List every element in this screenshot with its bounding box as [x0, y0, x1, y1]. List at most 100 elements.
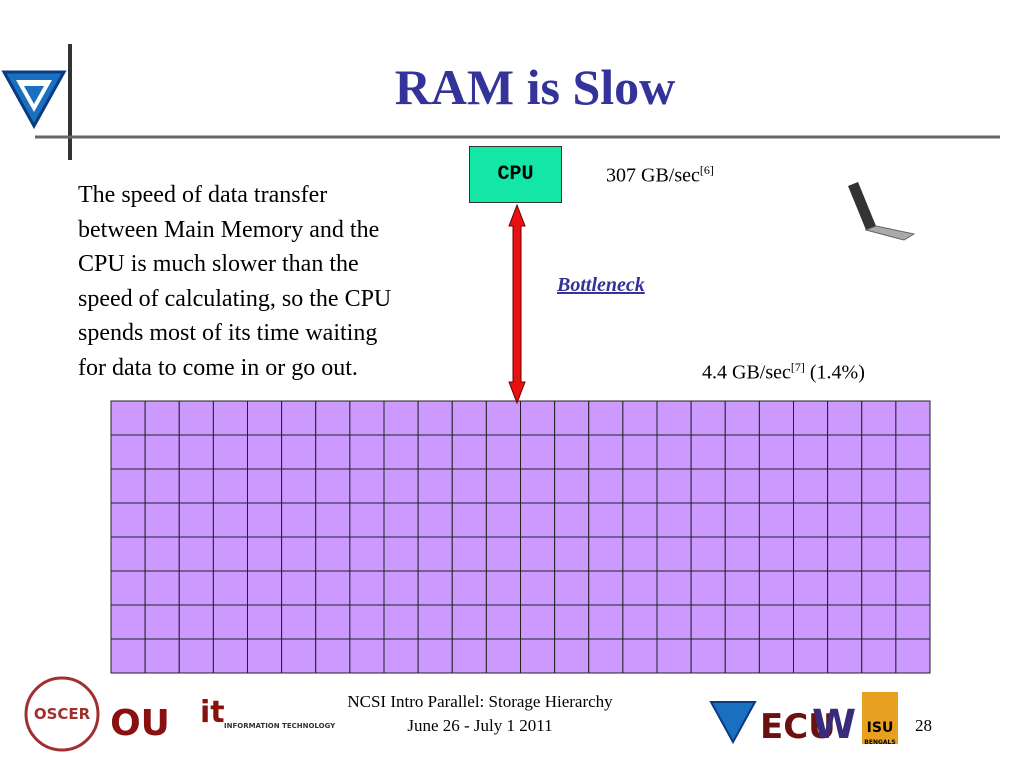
memory-cell	[212, 570, 248, 606]
memory-cell	[417, 638, 453, 674]
memory-cell	[520, 502, 556, 538]
memory-cell	[247, 604, 283, 640]
memory-cell	[417, 434, 453, 470]
memory-cell	[315, 468, 351, 504]
memory-cell	[690, 434, 726, 470]
slide-title: RAM is Slow	[394, 59, 676, 115]
reference: [6]	[699, 163, 714, 177]
cpu-speed: 307 GB/sec[6]	[606, 163, 714, 188]
memory-cell	[724, 536, 760, 572]
memory-cell	[827, 468, 863, 504]
logo-text: ISU	[867, 720, 894, 736]
memory-cell	[656, 468, 692, 504]
memory-cell	[827, 502, 863, 538]
memory-cell	[622, 434, 658, 470]
memory-cell	[315, 400, 351, 436]
memory-cell	[520, 604, 556, 640]
memory-cell	[622, 468, 658, 504]
memory-cell	[793, 400, 829, 436]
ratio: (1.4%)	[809, 361, 865, 384]
laptop-image	[848, 182, 916, 241]
memory-cell	[485, 468, 521, 504]
body-line: speed of calculating, so the CPU	[78, 285, 392, 312]
memory-cell	[656, 536, 692, 572]
memory-cell	[178, 434, 214, 470]
memory-cell	[724, 570, 760, 606]
speed-text: 307 GB/sec	[606, 164, 700, 187]
memory-cell	[622, 400, 658, 436]
logo-text: OU	[110, 703, 170, 744]
isu-tiger	[862, 692, 898, 744]
memory-cell	[451, 570, 487, 606]
memory-cell	[861, 434, 897, 470]
memory-cell	[212, 536, 248, 572]
memory-cell	[281, 434, 317, 470]
memory-cell	[861, 536, 897, 572]
memory-cell	[861, 604, 897, 640]
memory-cell	[281, 604, 317, 640]
memory-cell	[588, 638, 624, 674]
memory-cell	[793, 604, 829, 640]
logo-text: BENGALS	[864, 739, 895, 746]
logo-text: it	[200, 695, 225, 730]
memory-cell	[144, 536, 180, 572]
memory-cell	[281, 570, 317, 606]
memory-cell	[144, 400, 180, 436]
memory-cell	[144, 638, 180, 674]
memory-cell	[110, 638, 146, 674]
memory-cell	[724, 400, 760, 436]
memory-cell	[895, 570, 931, 606]
memory-cell	[724, 638, 760, 674]
memory-cell	[724, 604, 760, 640]
memory-cell	[588, 536, 624, 572]
memory-cell	[110, 502, 146, 538]
memory-cell	[383, 638, 419, 674]
body-text: The speed of data transfer between Main M…	[78, 178, 391, 385]
memory-cell	[178, 536, 214, 572]
memory-cell	[690, 468, 726, 504]
memory-cell	[110, 434, 146, 470]
memory-cell	[178, 502, 214, 538]
memory-cell	[485, 638, 521, 674]
bottleneck-arrow	[508, 203, 526, 405]
memory-cell	[349, 400, 385, 436]
memory-cell	[383, 604, 419, 640]
memory-cell	[485, 434, 521, 470]
memory-cell	[656, 400, 692, 436]
memory-cell	[144, 434, 180, 470]
memory-cell	[690, 400, 726, 436]
memory-cell	[622, 570, 658, 606]
memory-cell	[793, 434, 829, 470]
memory-cell	[758, 604, 794, 640]
memory-cell	[247, 434, 283, 470]
memory-cell	[451, 468, 487, 504]
memory-cell	[724, 434, 760, 470]
memory-cell	[144, 604, 180, 640]
memory-cell	[827, 638, 863, 674]
memory-cell	[554, 468, 590, 504]
memory-cell	[247, 502, 283, 538]
memory-grid	[110, 400, 931, 674]
memory-cell	[247, 536, 283, 572]
oscer-seal	[24, 676, 100, 752]
memory-cell	[895, 604, 931, 640]
memory-cell	[144, 570, 180, 606]
memory-cell	[417, 502, 453, 538]
memory-cell	[690, 604, 726, 640]
memory-cell	[758, 638, 794, 674]
memory-cell	[349, 434, 385, 470]
memory-cell	[554, 570, 590, 606]
memory-cell	[554, 604, 590, 640]
memory-cell	[690, 638, 726, 674]
memory-cell	[758, 502, 794, 538]
memory-cell	[827, 400, 863, 436]
memory-cell	[417, 400, 453, 436]
memory-cell	[622, 604, 658, 640]
body-line: The speed of data transfer	[78, 182, 328, 208]
memory-cell	[451, 434, 487, 470]
memory-cell	[247, 400, 283, 436]
memory-cell	[281, 536, 317, 572]
memory-cell	[861, 570, 897, 606]
reference: [7]	[790, 360, 805, 374]
